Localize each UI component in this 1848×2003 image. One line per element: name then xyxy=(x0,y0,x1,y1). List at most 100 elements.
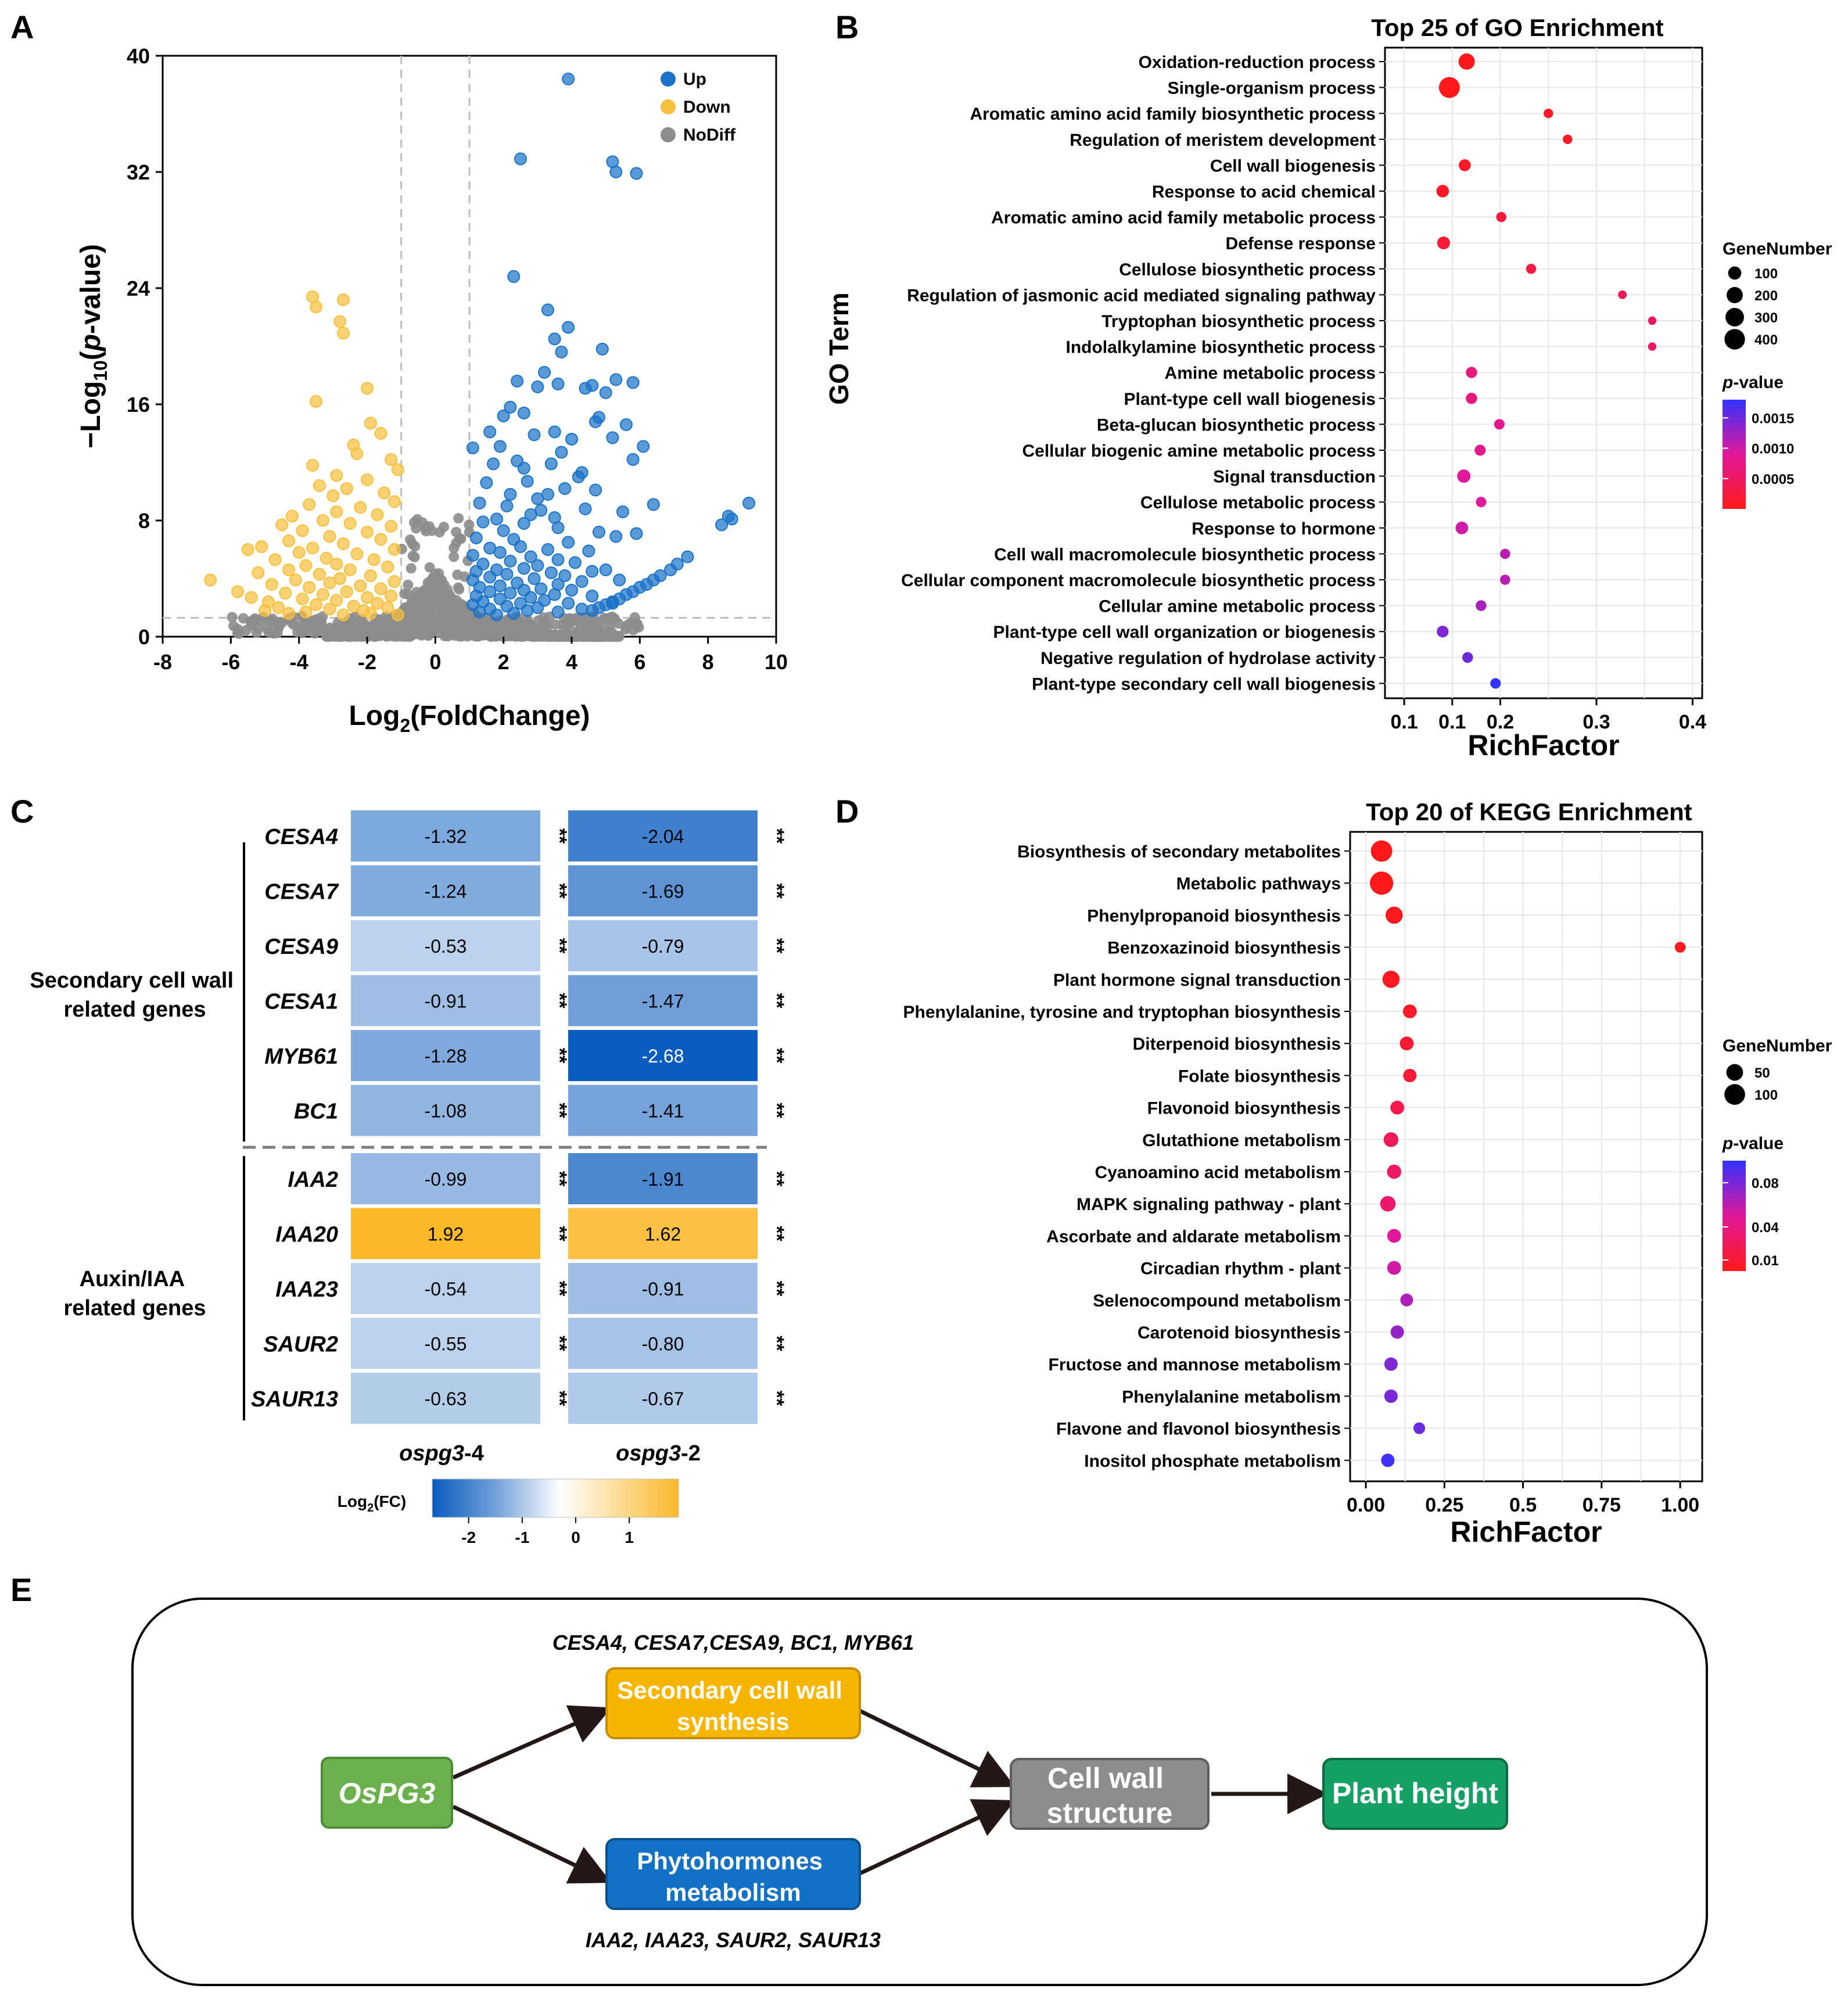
enrichment-point xyxy=(1413,1422,1426,1434)
down-point xyxy=(320,552,333,565)
size-legend-dot xyxy=(1724,1084,1745,1105)
up-point xyxy=(568,556,582,569)
enrichment-point xyxy=(1457,469,1471,483)
significance-marker: ** xyxy=(548,1103,570,1118)
nodiff-point xyxy=(406,563,417,574)
significance-marker: ** xyxy=(548,828,570,844)
term-label: Plant hormone signal transduction xyxy=(1053,971,1341,990)
down-point xyxy=(350,547,364,561)
nodiff-point xyxy=(448,551,460,562)
nodiff-point xyxy=(408,594,419,605)
top-gene-list: CESA4, CESA7,CESA9, BC1, MYB61 xyxy=(552,1631,914,1654)
node-cellwall-line1: Cell wall xyxy=(1047,1762,1164,1794)
enrichment-point xyxy=(1544,109,1553,119)
down-point xyxy=(336,293,350,306)
heatmap-value: -2.68 xyxy=(642,1046,684,1067)
enrichment-point xyxy=(1402,1004,1417,1018)
down-point xyxy=(255,540,268,553)
term-label: Defense response xyxy=(1226,234,1376,253)
heatmap-cell xyxy=(568,810,758,861)
arrow-phyto-to-cellwall xyxy=(859,1799,1015,1876)
volcano-xlabel-tail: (FoldChange) xyxy=(410,701,590,731)
column-label-ospg3-4-tail: -4 xyxy=(464,1441,484,1466)
heatmap-legend-title-tail: (FC) xyxy=(374,1492,406,1510)
x-tick-label: 2 xyxy=(498,650,509,674)
up-point xyxy=(469,532,483,544)
heatmap-cell xyxy=(351,1153,540,1204)
enrichment-point xyxy=(1384,1389,1398,1403)
significance-marker: ** xyxy=(766,1048,788,1064)
heatmap-legend-title-pre: Log xyxy=(338,1492,367,1510)
down-point xyxy=(330,558,343,570)
enrichment-point xyxy=(1476,600,1487,611)
up-point xyxy=(483,585,497,598)
term-label: Regulation of meristem development xyxy=(1070,131,1376,150)
enrichment-point xyxy=(1648,342,1657,351)
up-point xyxy=(517,562,530,575)
go-chart-title: Top 25 of GO Enrichment xyxy=(1371,14,1663,41)
significance-marker: ** xyxy=(766,1171,788,1187)
up-point xyxy=(579,502,592,515)
significance-marker: ** xyxy=(766,1391,788,1406)
significance-marker: ** xyxy=(766,1103,788,1118)
gene-label: BC1 xyxy=(294,1100,338,1124)
up-point xyxy=(528,572,541,585)
down-point xyxy=(296,524,309,537)
x-tick-label: 0.1 xyxy=(1390,711,1418,733)
gene-label: SAUR13 xyxy=(251,1387,338,1412)
nodiff-point xyxy=(381,622,392,633)
up-point xyxy=(626,376,640,389)
heatmap-value: -0.54 xyxy=(425,1279,467,1300)
heatmap-cells: CESA4 -1.32 ** -2.04 ** CESA7 -1.24 ** -1.69 ** CE… xyxy=(251,810,788,1424)
significance-marker: ** xyxy=(548,1336,570,1351)
up-point xyxy=(514,540,527,553)
nodiff-point xyxy=(409,551,420,562)
heatmap-value: -2.04 xyxy=(642,826,684,847)
term-label: Aromatic amino acid family biosynthetic … xyxy=(970,105,1376,124)
nodiff-point xyxy=(413,627,424,638)
nodiff-point xyxy=(455,533,467,544)
color-legend-label: 0.01 xyxy=(1752,1253,1779,1269)
up-point xyxy=(504,587,517,600)
color-legend-bar xyxy=(1723,400,1746,509)
up-point xyxy=(637,440,650,453)
enrichment-point xyxy=(1387,1261,1401,1275)
heatmap-color-legend: Log2(FC) -2 -1 0 1 xyxy=(338,1478,679,1546)
down-point xyxy=(361,526,374,539)
nodiff-point xyxy=(551,630,562,641)
up-point xyxy=(534,582,548,595)
heatmap-value: -0.91 xyxy=(425,991,467,1012)
column-label-ospg3-4-italic: ospg3 xyxy=(399,1441,464,1466)
gene-label: IAA2 xyxy=(288,1168,338,1192)
volcano-ylabel-tail: -value) xyxy=(76,244,106,334)
kegg-x-axis-label: RichFactor xyxy=(1450,1516,1602,1548)
down-point xyxy=(364,569,377,582)
enrichment-point xyxy=(1563,134,1573,144)
arrow-ospg3-to-phyto xyxy=(452,1804,612,1884)
down-point xyxy=(340,585,353,598)
color-legend-label: 0.0005 xyxy=(1752,472,1794,487)
volcano-ylabel-italic: p xyxy=(76,334,106,352)
kegg-term-labels: Biosynthesis of secondary metabolites Met… xyxy=(903,842,1350,1471)
size-legend-label: 200 xyxy=(1754,288,1778,304)
volcano-xlabel-sub: 2 xyxy=(400,715,410,736)
nodiff-point xyxy=(309,628,320,639)
size-legend-dot xyxy=(1724,329,1745,350)
go-color-legend-p: p xyxy=(1722,373,1733,392)
heatmap-cell xyxy=(351,1318,540,1369)
enrichment-point xyxy=(1455,521,1469,534)
go-color-legend-tail: -value xyxy=(1733,373,1784,392)
x-tick-label: -2 xyxy=(358,650,376,674)
enrichment-point xyxy=(1674,942,1686,953)
up-point xyxy=(562,321,575,334)
heatmap-cell xyxy=(568,865,758,917)
term-label: MAPK signaling pathway - plant xyxy=(1076,1195,1341,1214)
volcano-ylabel-sub: 10 xyxy=(90,360,111,381)
x-tick-label: 8 xyxy=(702,650,714,674)
x-tick-label: 0.25 xyxy=(1425,1494,1463,1516)
nodiff-point xyxy=(599,612,610,623)
group-label-secondary-line1: Secondary cell wall xyxy=(30,968,234,993)
kegg-points xyxy=(1370,840,1686,1467)
enrichment-point xyxy=(1387,1229,1401,1243)
up-point xyxy=(507,607,521,620)
